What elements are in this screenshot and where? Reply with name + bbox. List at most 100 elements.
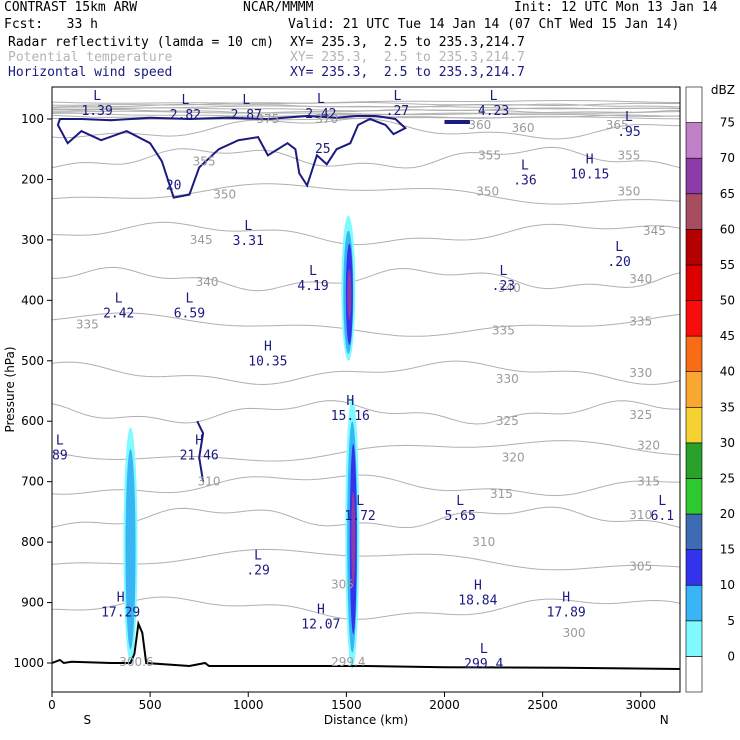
- colorbar-segment: [685, 513, 703, 550]
- theta-value-label: 300.6: [119, 655, 153, 669]
- plot-frame: [51, 86, 681, 693]
- extremum-value: 17.89: [547, 606, 586, 621]
- extremum-value: 2.42: [305, 107, 336, 122]
- theta-contour-line: [51, 506, 681, 529]
- colorbar-label: 30: [720, 436, 735, 450]
- theta-contour-line: [51, 117, 680, 140]
- extremum-value: 2.42: [103, 306, 134, 321]
- colorbar-label: 25: [720, 471, 735, 485]
- theta-contour-label: 360: [468, 118, 491, 132]
- extremum-type: L: [480, 642, 488, 657]
- colorbar-label: 10: [720, 578, 735, 592]
- extremum-type: L: [244, 219, 252, 234]
- theta-contour-label: 365: [606, 118, 629, 132]
- extremum-type: L: [615, 240, 623, 255]
- extremum-value: 299.4: [464, 657, 503, 672]
- south-label: S: [84, 713, 92, 727]
- wind-contour-label: 25: [315, 142, 331, 157]
- theta-contour-label: 325: [496, 414, 519, 428]
- wind-contour-line: [196, 420, 205, 482]
- extremum-type: L: [242, 93, 250, 108]
- colorbar-label: 35: [720, 400, 735, 414]
- field-xy-reflectivity: XY= 235.3, 2.5 to 235.3,214.7: [290, 35, 525, 50]
- colorbar-segment: [685, 406, 703, 444]
- theta-contour-label: 315: [637, 475, 660, 489]
- extremum-value: 1.72: [344, 509, 375, 524]
- extremum-value: 89: [52, 448, 68, 463]
- extremum-value: .23: [492, 279, 515, 294]
- reflectivity-cell-mid: [125, 448, 136, 650]
- extremum-type: L: [182, 93, 190, 108]
- colorbar-label: 60: [720, 222, 735, 236]
- reflectivity-cell-peak: [351, 491, 356, 587]
- extremum-type: L: [625, 110, 633, 125]
- extremum-type: L: [309, 264, 317, 279]
- extremum-value: 1.39: [81, 104, 112, 119]
- theta-contour-label: 350: [213, 188, 236, 202]
- y-tick-label: 800: [21, 535, 44, 549]
- extremum-type: L: [499, 264, 507, 279]
- colorbar-segment: [685, 264, 703, 301]
- extremum-type: H: [264, 340, 272, 355]
- extremum-value: 15.16: [331, 409, 370, 424]
- colorbar-label: 0: [727, 649, 735, 663]
- model-title: CONTRAST 15km ARW: [4, 0, 138, 15]
- extremum-value: 10.35: [248, 355, 287, 370]
- x-tick-label: 1500: [331, 698, 362, 712]
- theta-contour-label: 320: [637, 438, 660, 452]
- extremum-value: 5.65: [445, 509, 476, 524]
- extremum-value: 2.82: [170, 108, 201, 123]
- extremum-value: .27: [386, 104, 409, 119]
- valid-time: Valid: 21 UTC Tue 14 Jan 14 (07 ChT Wed …: [288, 17, 680, 32]
- colorbar-segment: [685, 122, 703, 159]
- colorbar-label: 55: [720, 258, 735, 272]
- theta-contour-label: 345: [190, 233, 213, 247]
- theta-contour-line: [51, 440, 681, 462]
- colorbar-unit: dBZ: [711, 83, 735, 97]
- extremum-value: 2.87: [231, 108, 262, 123]
- x-tick-label: 3000: [625, 698, 656, 712]
- field-name-theta: Potential temperature: [8, 50, 173, 65]
- colorbar-segment: [685, 86, 703, 123]
- theta-contour-line: [52, 109, 681, 114]
- extremum-value: 4.23: [478, 104, 509, 119]
- extremum-value: .20: [607, 255, 630, 270]
- x-tick-label: 0: [48, 698, 56, 712]
- theta-contour-line: [51, 474, 680, 497]
- extremum-type: L: [254, 548, 262, 563]
- extremum-value: .29: [246, 563, 269, 578]
- extremum-type: L: [115, 291, 123, 306]
- extremum-type: H: [474, 578, 482, 593]
- plot-labels: 375 370 360 360 365 355 355 355 350 350 350 345 345 3…: [52, 89, 674, 672]
- theta-contour-label: 340: [498, 281, 521, 295]
- theta-contours: [51, 100, 681, 620]
- colorbar-label: 40: [720, 365, 735, 379]
- colorbar-segment: [685, 656, 703, 693]
- terrain-profile: [51, 619, 681, 670]
- colorbar-segment: [685, 229, 703, 266]
- extremum-type: H: [346, 394, 354, 409]
- extremum-type: L: [521, 158, 529, 173]
- reflectivity-cells: [123, 215, 360, 670]
- colorbar-segment: [685, 478, 703, 515]
- colorbar-label: 75: [720, 116, 735, 130]
- colorbar-segment: [685, 584, 703, 622]
- extremum-value: 21.46: [180, 448, 219, 463]
- theta-contour-line: [51, 100, 680, 104]
- theta-contour-label: 355: [478, 148, 501, 162]
- north-label: N: [660, 713, 669, 727]
- extremum-value: 6.59: [174, 306, 205, 321]
- colorbar-label: 15: [720, 543, 735, 557]
- extremum-value: 12.07: [301, 618, 340, 633]
- colorbar: 0 5 10 15 20 25 30 35 40 45 50 55 60 65 70 75 dBZ: [685, 83, 735, 693]
- y-tick-label: 400: [21, 293, 44, 307]
- field-name-wind: Horizontal wind speed: [8, 65, 173, 80]
- colorbar-segment: [685, 335, 703, 373]
- forecast-hour: Fcst: 33 h: [4, 17, 98, 32]
- theta-contour-line: [51, 183, 681, 205]
- theta-contour-label: 355: [618, 148, 641, 162]
- theta-contour-label: 300: [563, 626, 586, 640]
- wind-contour-line: [56, 114, 408, 199]
- extremum-type: L: [185, 291, 193, 306]
